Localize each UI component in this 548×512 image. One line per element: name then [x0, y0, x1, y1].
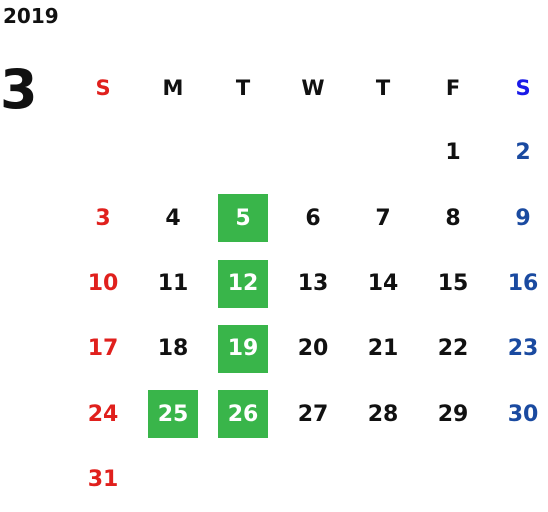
weekday-header-thursday: T [375, 75, 391, 100]
weekday-header-tuesday: T [235, 75, 251, 100]
day-number: 16 [507, 271, 539, 297]
day-cell[interactable]: 9 [488, 186, 548, 251]
day-cell[interactable]: 8 [418, 186, 488, 251]
day-cell-highlighted[interactable]: 12 [208, 251, 278, 316]
day-cell[interactable]: 31 [68, 447, 138, 512]
day-cell[interactable]: 13 [278, 251, 348, 316]
day-cell[interactable]: 3 [68, 186, 138, 251]
day-cell[interactable]: 18 [138, 316, 208, 381]
day-cell[interactable]: 2 [488, 120, 548, 185]
day-number: 15 [437, 271, 469, 297]
day-number: 21 [367, 336, 399, 362]
day-number: 8 [445, 205, 461, 231]
day-number: 11 [157, 271, 189, 297]
day-number: 7 [375, 205, 391, 231]
day-number: 9 [515, 205, 531, 231]
month-label: 3 [0, 58, 38, 121]
empty-day-cell [348, 447, 418, 512]
day-number: 18 [157, 336, 189, 362]
day-number: 30 [507, 401, 539, 427]
day-number: 31 [87, 466, 119, 492]
day-cell-highlighted[interactable]: 26 [208, 381, 278, 446]
weekday-header-wednesday: W [301, 75, 325, 100]
day-number: 5 [218, 194, 268, 243]
day-cell[interactable]: 7 [348, 186, 418, 251]
day-cell[interactable]: 15 [418, 251, 488, 316]
day-number: 25 [148, 390, 198, 439]
empty-day-cell [488, 447, 548, 512]
day-number: 23 [507, 336, 539, 362]
day-number: 3 [95, 205, 111, 231]
day-cell[interactable]: 10 [68, 251, 138, 316]
day-cell[interactable]: 23 [488, 316, 548, 381]
empty-day-cell [278, 447, 348, 512]
day-cell[interactable]: 30 [488, 381, 548, 446]
day-cell[interactable]: 22 [418, 316, 488, 381]
empty-day-cell [68, 120, 138, 185]
day-cell[interactable]: 28 [348, 381, 418, 446]
day-cell[interactable]: 16 [488, 251, 548, 316]
day-cell[interactable]: 29 [418, 381, 488, 446]
day-number: 17 [87, 336, 119, 362]
day-number: 6 [305, 205, 321, 231]
day-cell[interactable]: 6 [278, 186, 348, 251]
weekday-header-monday: M [162, 75, 184, 100]
day-number: 10 [87, 271, 119, 297]
day-cell[interactable]: 21 [348, 316, 418, 381]
day-cell-highlighted[interactable]: 25 [138, 381, 208, 446]
day-number: 29 [437, 401, 469, 427]
day-cell-highlighted[interactable]: 5 [208, 186, 278, 251]
day-number: 2 [515, 140, 531, 166]
day-number: 1 [445, 140, 461, 166]
day-cell[interactable]: 11 [138, 251, 208, 316]
day-cell[interactable]: 24 [68, 381, 138, 446]
day-cell[interactable]: 14 [348, 251, 418, 316]
day-cell[interactable]: 20 [278, 316, 348, 381]
day-number: 28 [367, 401, 399, 427]
empty-day-cell [348, 120, 418, 185]
weekday-header-friday: F [445, 75, 461, 100]
weekday-header-saturday: S [515, 75, 531, 100]
day-number: 4 [165, 205, 181, 231]
day-number: 20 [297, 336, 329, 362]
empty-day-cell [138, 447, 208, 512]
day-cell[interactable]: 27 [278, 381, 348, 446]
day-number: 13 [297, 271, 329, 297]
empty-day-cell [208, 120, 278, 185]
empty-day-cell [138, 120, 208, 185]
day-number: 26 [218, 390, 268, 439]
day-number: 27 [297, 401, 329, 427]
day-number: 12 [218, 259, 268, 308]
day-cell-highlighted[interactable]: 19 [208, 316, 278, 381]
weekday-header-sunday: S [95, 75, 111, 100]
empty-day-cell [418, 447, 488, 512]
day-number: 22 [437, 336, 469, 362]
day-cell[interactable]: 1 [418, 120, 488, 185]
day-number: 14 [367, 271, 399, 297]
calendar-grid: S M T W T F S 1 2 3 4 5 6 7 8 9 10 11 12 13 14 15 16 17 1… [68, 55, 548, 512]
empty-day-cell [278, 120, 348, 185]
day-number: 24 [87, 401, 119, 427]
year-label: 2019 [3, 4, 59, 28]
day-cell[interactable]: 17 [68, 316, 138, 381]
day-number: 19 [218, 324, 268, 373]
day-cell[interactable]: 4 [138, 186, 208, 251]
empty-day-cell [208, 447, 278, 512]
